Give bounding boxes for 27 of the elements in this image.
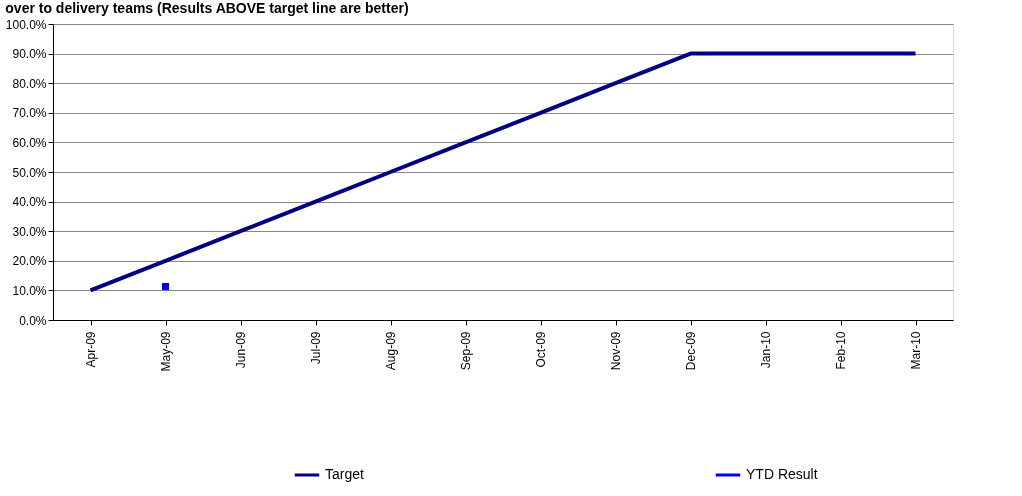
x-tick-label: Dec-09	[684, 331, 698, 371]
x-tick-label: Aug-09	[384, 331, 398, 371]
y-tick-label: 80.0%	[12, 76, 47, 91]
x-tick-label: Jan-10	[759, 331, 773, 369]
y-tick-label: 40.0%	[12, 195, 47, 210]
x-tick-label: Feb-10	[834, 331, 848, 370]
chart-title: over to delivery teams (Results ABOVE target line are better)	[5, 0, 409, 16]
y-tick-label: 10.0%	[12, 283, 47, 298]
y-tick-label: 20.0%	[12, 254, 47, 269]
y-tick-label: 100.0%	[5, 17, 47, 32]
legend-label: Target	[325, 466, 365, 482]
x-tick-label: Jun-09	[234, 331, 248, 369]
x-tick-label: Nov-09	[609, 331, 623, 371]
line-series	[88, 51, 918, 293]
legend-label: YTD Result	[746, 466, 818, 482]
y-tick-label: 70.0%	[12, 106, 47, 121]
y-tick-label: 50.0%	[12, 165, 47, 180]
y-tick-label: 90.0%	[12, 47, 47, 62]
x-tick-label: Sep-09	[459, 331, 473, 371]
y-tick-label: 30.0%	[12, 224, 47, 239]
x-tick-label: Mar-10	[909, 331, 923, 370]
x-tick-label: Jul-09	[309, 331, 323, 365]
y-tick-label: 0.0%	[19, 313, 47, 328]
x-tick-label: May-09	[159, 331, 173, 372]
x-tick-label: Oct-09	[534, 331, 548, 368]
y-tick-label: 60.0%	[12, 135, 47, 150]
x-tick-label: Apr-09	[84, 331, 98, 368]
